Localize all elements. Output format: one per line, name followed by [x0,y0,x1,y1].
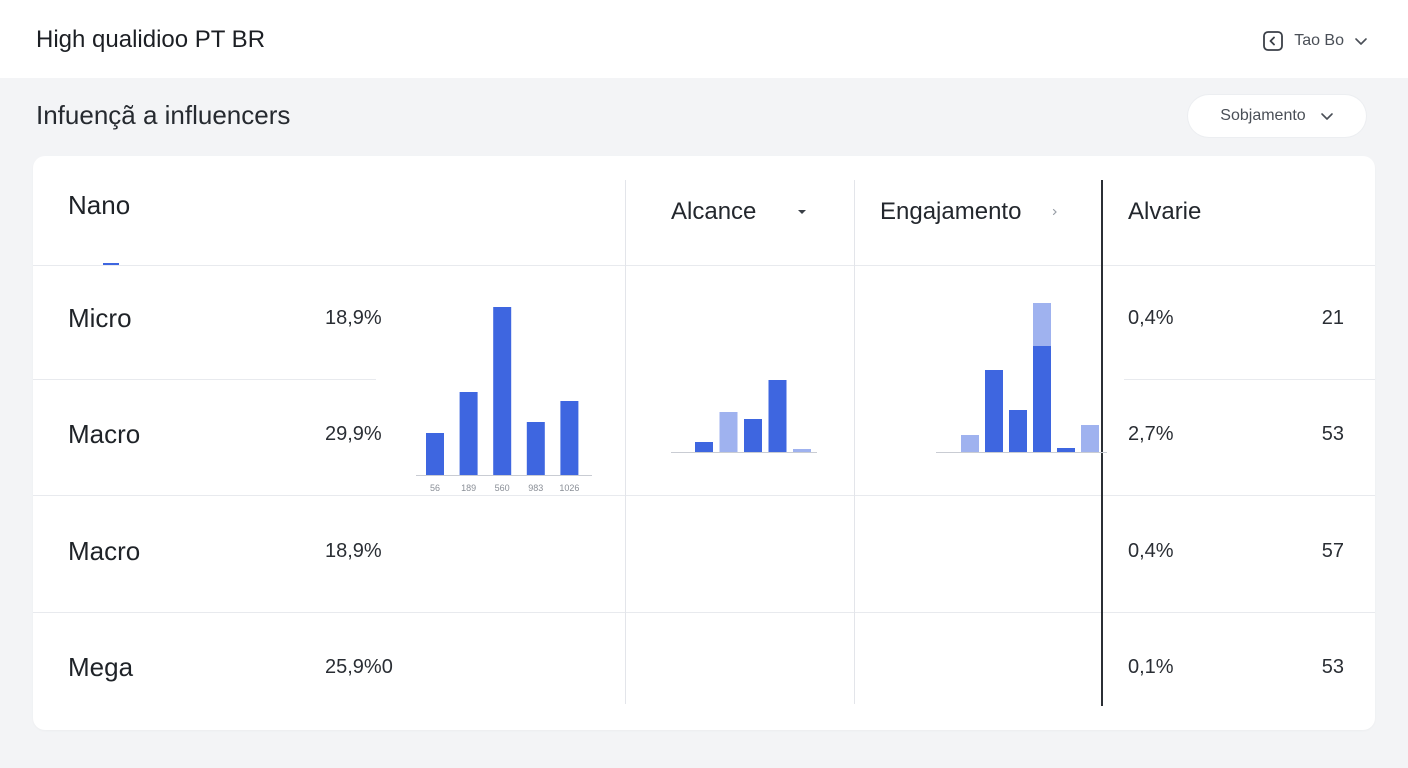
caret-down-icon [796,208,808,216]
row-divider [33,379,376,380]
bar-chart-distribution: 56 189 560 983 1026 [416,307,592,493]
row-label: Macro [68,536,141,566]
bar [1009,410,1027,452]
chevron-down-icon [1320,109,1334,123]
column-divider [854,180,855,704]
nano-indicator [103,263,119,265]
chevron-right-icon [1051,207,1059,217]
account-menu[interactable]: Tao Bo [1262,28,1368,54]
account-name: Tao Bo [1294,32,1344,49]
bar [426,433,444,475]
x-tick-label: 1026 [559,483,579,493]
bar [526,422,545,475]
bar-chart-engajamento [936,303,1107,453]
column-header-label: Alvarie [1128,198,1202,225]
column-header-alvarie[interactable]: Alvarie [1128,198,1201,226]
row-count: 57 [1321,540,1344,562]
bar [695,442,713,452]
row-value: 0,4% [1128,540,1174,562]
column-divider [625,180,626,704]
bar-chart-alcance [671,380,817,453]
bar [961,435,979,452]
account-icon [1262,30,1284,52]
column-header-engajamento[interactable]: Engajamento [880,198,1059,226]
row-value: 0,4% [1128,307,1174,329]
bar [744,419,762,452]
bar [1081,425,1099,452]
bar [719,412,738,452]
bar-stacked [1033,303,1051,346]
app-title: High qualidioo PT BR [36,26,266,53]
row-label: Micro [68,303,132,333]
column-header-label: Engajamento [880,198,1022,225]
page-title: Infuençã a influencers [36,100,291,130]
header-nano: Nano [68,190,131,220]
row-divider [33,265,1375,266]
x-tick-label: 56 [430,483,440,493]
row-divider [1124,379,1375,380]
row-count: 53 [1321,423,1344,445]
row-percentage: 18,9% [325,540,382,562]
row-percentage: 25,9%0 [325,656,393,678]
row-label: Mega [68,652,134,682]
column-header-alcance[interactable]: Alcance [671,198,808,226]
bar [768,380,787,452]
row-divider [33,612,1375,613]
x-tick-label: 560 [495,483,510,493]
x-tick-label: 189 [461,483,476,493]
bar [459,392,478,475]
bar [793,449,811,452]
row-count: 21 [1321,307,1344,329]
row-label: Macro [68,419,141,449]
row-value: 0,1% [1128,656,1174,678]
filter-dropdown[interactable]: Sobjamento [1188,95,1366,137]
column-divider-strong [1101,180,1103,706]
data-table-card: Nano Alcance Engajamento Alvarie Micro 1… [33,156,1375,730]
top-bar: High qualidioo PT BR Tao Bo [0,0,1408,78]
row-count: 53 [1321,656,1344,678]
bar [985,370,1003,452]
row-percentage: 29,9% [325,423,382,445]
bar [560,401,579,475]
bar [493,307,512,475]
row-value: 2,7% [1128,423,1174,445]
x-tick-label: 983 [528,483,543,493]
row-divider [33,495,1375,496]
chevron-down-icon [1354,34,1368,48]
filter-label: Sobjamento [1220,107,1306,124]
bar [1057,448,1075,452]
bar [1033,346,1051,452]
row-percentage: 18,9% [325,307,382,329]
column-header-label: Alcance [671,198,757,225]
